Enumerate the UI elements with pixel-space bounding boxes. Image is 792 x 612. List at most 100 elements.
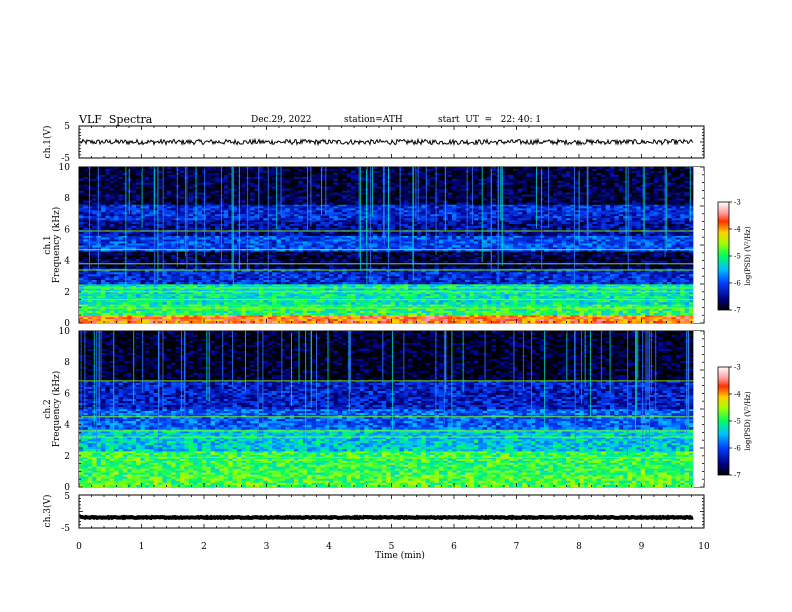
spectrogram-cell [658,288,663,290]
spectrogram-cell [544,274,549,276]
spectrogram-cell [285,261,290,263]
spectrogram-cell [320,302,325,304]
spectrogram-cell [413,296,418,298]
spectrogram-cell [641,261,646,263]
spectrogram-cell [549,294,554,296]
spectrogram-cell [105,321,110,323]
spectrogram-cell [140,284,145,286]
spectrogram-cell [119,296,124,298]
spectrogram-cell [628,276,633,278]
spectrogram-cell [276,315,281,317]
spectrogram-cell [101,313,106,315]
spectrogram-cell [136,300,141,302]
spectrogram-cell [527,253,532,255]
spectrogram-cell [219,272,224,274]
spectrogram-cell [237,278,242,280]
spectrogram-cell [645,272,650,274]
spectrogram-cell [263,302,268,304]
spectrogram-cell [290,253,295,255]
spectrogram-cell [535,261,540,263]
spectrogram-cell [224,261,229,263]
spectrogram-cell [395,282,400,284]
spectrogram-cell [334,319,339,321]
spectrogram-cell [614,292,619,294]
spectrogram-cell [136,272,141,274]
spectrogram-cell [478,300,483,302]
spectrogram-cell [272,321,277,323]
spectrogram-cell [456,300,461,302]
spectrogram-cell [505,302,510,304]
spectrogram-cell [290,302,295,304]
spectrogram-cell [237,315,242,317]
spectrogram-cell [79,300,84,302]
spectrogram-cell [347,304,352,306]
spectrogram-cell [215,270,220,272]
spectrogram-cell [395,255,400,257]
spectrogram-cell [518,317,523,319]
spectrogram-cell [255,270,260,272]
spectrogram-cell [119,284,124,286]
spectrogram-cell [180,300,185,302]
spectrogram-cell [233,304,238,306]
spectrogram-cell [320,315,325,317]
spectrogram-cell [259,259,264,261]
spectrogram-cell [413,288,418,290]
spectrogram-cell [351,259,356,261]
spectrogram-cell [136,313,141,315]
spectrogram-cell [347,317,352,319]
spectrogram-cell [518,276,523,278]
spectrogram-cell [364,296,369,298]
spectrogram-cell [158,319,163,321]
spectrogram-cell [557,272,562,274]
spectrogram-cell [443,276,448,278]
spectrogram-cell [667,315,672,317]
spectrogram-cell [312,319,317,321]
spectrogram-cell [83,265,88,267]
spectrogram-cell [492,309,497,311]
spectrogram-cell [549,304,554,306]
spectrogram-cell [83,255,88,257]
spectrogram-cell [417,311,422,313]
spectrogram-cell [123,278,128,280]
spectrogram-cell [641,259,646,261]
spectrogram-cell [426,251,431,253]
spectrogram-cell [92,282,97,284]
spectrogram-cell [377,255,382,257]
spectrogram-cell [250,278,255,280]
spectrogram-cell [114,304,119,306]
spectrogram-cell [312,253,317,255]
spectrogram-cell [649,296,654,298]
spectrogram-cell [448,282,453,284]
spectrogram-cell [97,270,102,272]
spectrogram-cell [373,302,378,304]
spectrogram-cell [592,276,597,278]
spectrogram-cell [219,292,224,294]
spectrogram-cell [434,309,439,311]
spectrogram-cell [553,300,558,302]
spectrogram-cell [562,276,567,278]
spectrogram-cell [167,276,172,278]
spectrogram-cell [189,309,194,311]
spectrogram-cell [237,300,242,302]
spectrogram-cell [162,294,167,296]
spectrogram-cell [606,257,611,259]
spectrogram-cell [101,272,106,274]
spectrogram-cell [544,280,549,282]
spectrogram-cell [197,313,202,315]
spectrogram-cell [448,261,453,263]
spectrogram-cell [140,276,145,278]
spectrogram-cell [140,272,145,274]
spectrogram-cell [391,272,396,274]
spectrogram-cell [373,300,378,302]
spectrogram-cell [255,319,260,321]
spectrogram-cell [426,272,431,274]
spectrogram-cell [250,313,255,315]
spectrogram-cell [119,259,124,261]
spectrogram-cell [671,288,676,290]
spectrogram-cell [667,259,672,261]
spectrogram-cell [180,309,185,311]
spectrogram-cell [557,255,562,257]
spectrogram-cell [641,284,646,286]
spectrogram-cell [79,296,84,298]
spectrogram-cell [167,292,172,294]
